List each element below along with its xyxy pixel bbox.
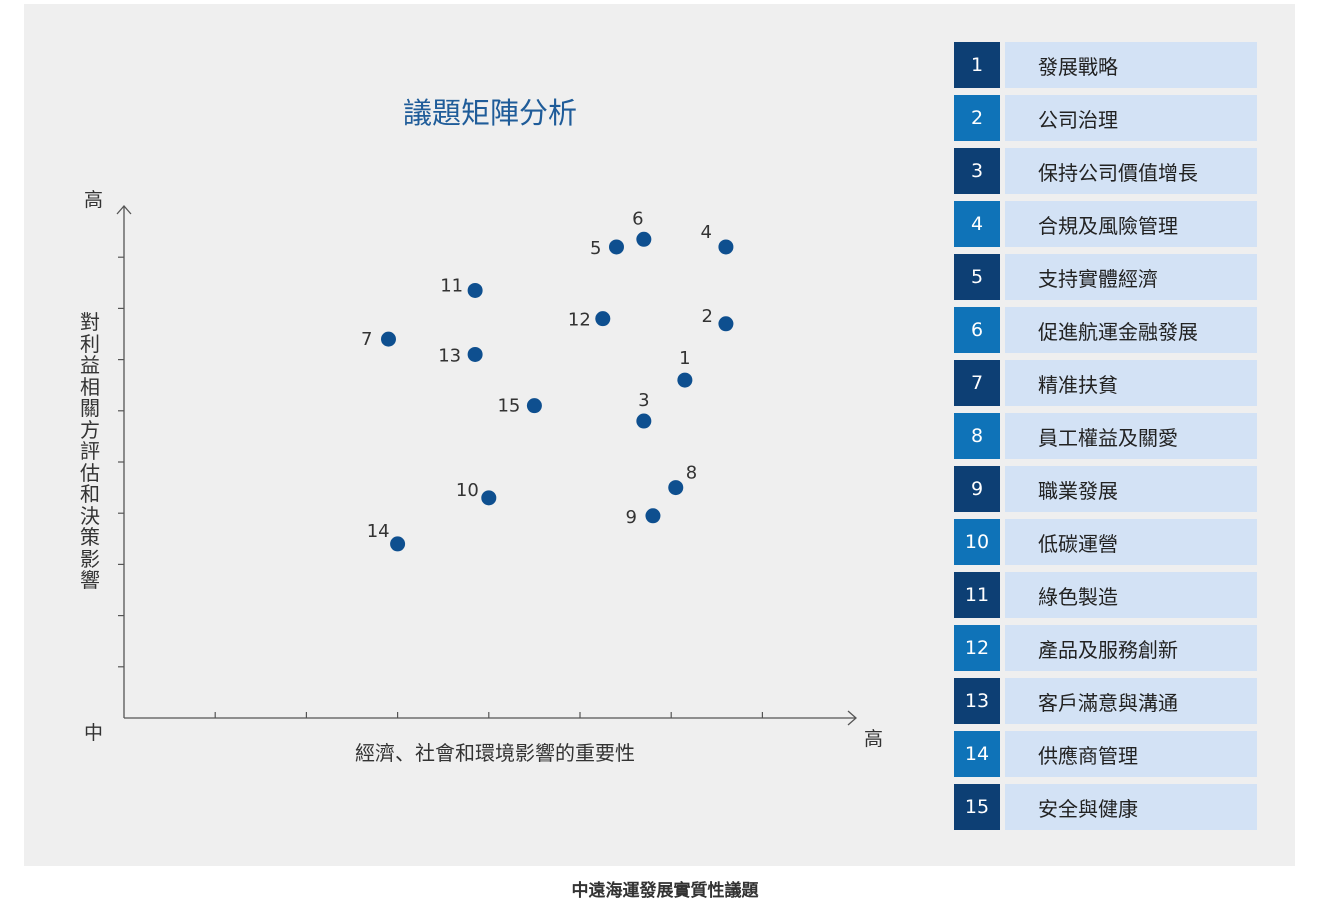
legend-item: 6 促進航運金融發展 [954,307,1257,353]
data-point-5 [608,239,624,255]
legend-number: 4 [954,201,1000,247]
data-point-13 [467,346,483,362]
legend-item: 3 保持公司價值增長 [954,148,1257,194]
data-point-label-3: 3 [638,390,649,411]
data-point-label-6: 6 [632,208,643,229]
data-point-label-7: 7 [361,329,372,350]
legend-number: 10 [954,519,1000,565]
legend-item: 15 安全與健康 [954,784,1257,830]
legend-label: 產品及服務創新 [1005,625,1257,671]
legend-item: 14 供應商管理 [954,731,1257,777]
legend-label: 精准扶貧 [1005,360,1257,406]
data-point-label-13: 13 [438,345,461,366]
legend-number: 1 [954,42,1000,88]
chart-title: 議題矩陣分析 [402,96,577,130]
legend-item: 5 支持實體經濟 [954,254,1257,300]
legend-number: 8 [954,413,1000,459]
data-point-10 [481,490,497,506]
legend-item: 13 客戶滿意與溝通 [954,678,1257,724]
legend-label: 安全與健康 [1005,784,1257,830]
legend-label: 供應商管理 [1005,731,1257,777]
legend-number: 5 [954,254,1000,300]
legend-number: 14 [954,731,1000,777]
caption: 中遠海運發展實質性議題 [571,881,759,901]
data-point-label-9: 9 [626,507,637,528]
legend-label: 員工權益及關愛 [1005,413,1257,459]
legend-item: 11 綠色製造 [954,572,1257,618]
legend-label: 合規及風險管理 [1005,201,1257,247]
data-point-3 [636,413,652,429]
legend-item: 10 低碳運營 [954,519,1257,565]
data-point-11 [467,282,483,298]
y-axis-arrow [116,205,132,215]
legend-label: 綠色製造 [1005,572,1257,618]
legend-number: 7 [954,360,1000,406]
legend-label: 公司治理 [1005,95,1257,141]
legend-number: 9 [954,466,1000,512]
data-point-9 [645,508,661,524]
legend-number: 13 [954,678,1000,724]
legend-number: 11 [954,572,1000,618]
data-point-label-5: 5 [590,238,601,259]
data-point-label-11: 11 [440,275,463,296]
legend-item: 4 合規及風險管理 [954,201,1257,247]
legend-item: 1 發展戰略 [954,42,1257,88]
legend-label: 支持實體經濟 [1005,254,1257,300]
data-point-15 [526,398,542,414]
y-axis-low-label: 中 [84,722,104,744]
data-point-label-12: 12 [568,310,591,331]
legend-label: 客戶滿意與溝通 [1005,678,1257,724]
legend-label: 保持公司價值增長 [1005,148,1257,194]
x-axis-high-label: 高 [864,728,884,750]
data-point-label-15: 15 [497,396,520,417]
legend-item: 12 產品及服務創新 [954,625,1257,671]
data-point-label-10: 10 [456,480,479,501]
x-axis-label: 經濟、社會和環境影響的重要性 [355,741,635,765]
data-point-label-8: 8 [686,463,697,484]
legend-number: 12 [954,625,1000,671]
x-axis-arrow [847,710,857,726]
legend-item: 8 員工權益及關愛 [954,413,1257,459]
legend-number: 6 [954,307,1000,353]
legend-item: 9 職業發展 [954,466,1257,512]
legend-number: 3 [954,148,1000,194]
legend-label: 促進航運金融發展 [1005,307,1257,353]
data-point-8 [668,480,684,496]
data-point-label-14: 14 [367,521,390,542]
data-point-label-1: 1 [679,348,690,369]
y-axis-label: 對利益相關方評估和決策影響 [80,310,100,592]
data-point-label-2: 2 [701,306,712,327]
data-point-4 [718,239,734,255]
data-point-7 [380,331,396,347]
legend-item: 2 公司治理 [954,95,1257,141]
data-point-2 [718,316,734,332]
legend-label: 職業發展 [1005,466,1257,512]
legend-label: 低碳運營 [1005,519,1257,565]
data-point-12 [595,311,611,327]
legend-number: 15 [954,784,1000,830]
legend-item: 7 精准扶貧 [954,360,1257,406]
legend-number: 2 [954,95,1000,141]
data-point-6 [636,231,652,247]
data-point-label-4: 4 [700,222,711,243]
data-point-14 [390,536,406,552]
legend: 1 發展戰略 2 公司治理 3 保持公司價值增長 4 合規及風險管理 5 支持實體經濟 6 促進航運金… [954,42,1257,837]
legend-label: 發展戰略 [1005,42,1257,88]
data-point-1 [677,372,693,388]
y-axis-high-label: 高 [84,189,104,211]
